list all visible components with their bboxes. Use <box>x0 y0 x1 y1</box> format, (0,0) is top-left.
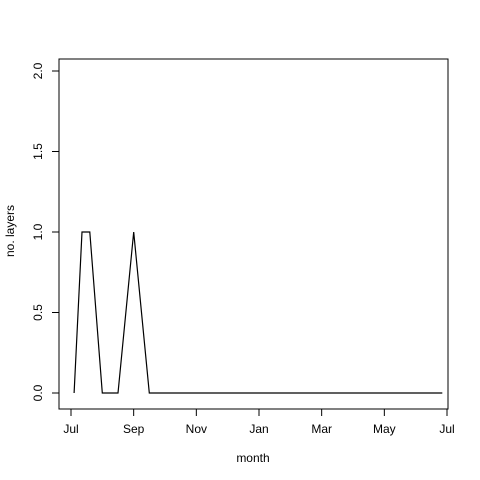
x-tick-label: Mar <box>311 422 332 436</box>
y-tick-label: 0.0 <box>31 384 45 401</box>
y-axis: 0.0 0.5 1.0 1.5 2.0 <box>31 62 60 401</box>
x-axis: Jul Sep Nov Jan Mar May Jul <box>63 408 455 436</box>
x-tick-label: Jul <box>439 422 454 436</box>
x-axis-label: month <box>236 451 269 465</box>
x-tick-label: May <box>373 422 396 436</box>
x-tick-label: Sep <box>123 422 145 436</box>
y-tick-label: 0.5 <box>31 304 45 321</box>
series-line-0 <box>73 231 443 394</box>
y-axis-label: no. layers <box>3 205 17 257</box>
y-tick-label: 2.0 <box>31 62 45 79</box>
plot-frame <box>58 58 449 410</box>
x-tick-label: Jan <box>249 422 268 436</box>
x-tick-label: Nov <box>186 422 207 436</box>
y-tick-label: 1.5 <box>31 143 45 160</box>
x-tick-label: Jul <box>63 422 78 436</box>
series-layer <box>73 231 443 394</box>
y-tick-label: 1.0 <box>31 223 45 240</box>
